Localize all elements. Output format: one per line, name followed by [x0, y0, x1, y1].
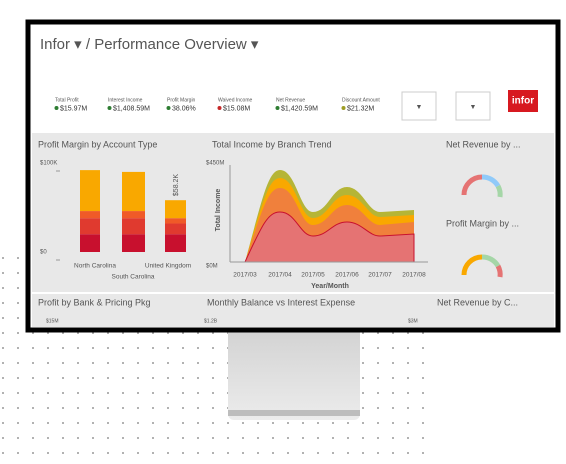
y-tick-label: $450M: [206, 161, 224, 167]
panel-title: Profit by Bank & Pricing Pkg: [38, 297, 151, 307]
y-tick-label: $15M: [46, 318, 59, 324]
kpi-indicator: [54, 106, 59, 110]
y-tick-label: $0M: [206, 264, 218, 270]
kpi-value: $21.32M: [347, 105, 374, 112]
kpi-label: Discount Amount: [342, 97, 380, 103]
bar-segment: [122, 218, 145, 235]
dropdown[interactable]: [455, 91, 491, 121]
panel-title: Monthly Balance vs Interest Expense: [207, 297, 355, 307]
x-tick-label: 2017/06: [335, 272, 359, 279]
kpi-label: Total Profit: [55, 97, 79, 103]
bar-segment: [122, 234, 145, 252]
x-tick-label: 2017/03: [233, 272, 257, 279]
screen-border: [25, 19, 561, 333]
panel-title: Net Revenue by ...: [446, 139, 521, 149]
dropdown[interactable]: [401, 91, 437, 121]
kpi-indicator: [217, 106, 222, 110]
area-chart: [229, 165, 428, 263]
kpi-label: Interest Income: [108, 97, 143, 103]
logo: infor: [512, 96, 534, 107]
bar-segment: [80, 218, 100, 235]
x-tick-label: 2017/05: [301, 272, 325, 279]
panel-title: Total Income by Branch Trend: [212, 139, 332, 149]
kpi-value: $15.08M: [223, 105, 250, 112]
kpi-indicator: [107, 106, 112, 110]
kpi-indicator: [275, 106, 280, 110]
dropdown-arrow: ▼: [416, 104, 423, 111]
kpi-indicator: [166, 106, 171, 110]
x-tick-label: North Carolina: [74, 263, 116, 270]
kpi-value: $1,420.59M: [281, 105, 318, 112]
bar-segment: [80, 234, 100, 252]
x-tick-label: South Carolina: [112, 274, 155, 281]
bar-segment: [122, 211, 145, 219]
y-tick-label: $3M: [408, 318, 418, 324]
panel-title: Profit Margin by ...: [446, 218, 519, 228]
bar-segment: [165, 234, 186, 252]
bar-segment: [122, 171, 145, 212]
x-tick-label: United Kingdom: [145, 263, 191, 270]
x-tick-label: 2017/08: [402, 272, 426, 279]
bar-segment: [80, 211, 100, 219]
y-tick-label: $0: [40, 250, 47, 256]
y-tick-label: $100K: [40, 161, 57, 167]
axis-title: Year/Month: [311, 283, 349, 290]
page-title[interactable]: Infor ▾ / Performance Overview ▾: [40, 36, 259, 53]
bar-segment: [165, 223, 186, 235]
kpi-value: $15.97M: [60, 105, 87, 112]
y-tick-label: $1.2B: [204, 318, 218, 324]
bar-segment: [165, 218, 186, 224]
x-tick-label: 2017/04: [268, 272, 292, 279]
panel-title: Net Revenue by C...: [437, 297, 518, 307]
logo-box: [508, 90, 538, 112]
value-label: $58.2K: [173, 174, 180, 197]
kpi-value: $1,408.59M: [113, 105, 150, 112]
monitor-stand: [228, 320, 360, 420]
stand-base: [228, 410, 360, 416]
bar-segment: [165, 200, 186, 219]
gauges: [461, 174, 503, 278]
axis-title: Total Income: [215, 189, 222, 232]
panel-title: Profit Margin by Account Type: [38, 139, 157, 149]
kpi-label: Waived Income: [218, 97, 252, 103]
kpi-label: Profit Margin: [167, 97, 196, 103]
kpi-indicator: [341, 106, 346, 110]
bar-segment: [80, 170, 100, 212]
dropdown-arrow: ▼: [470, 104, 477, 111]
x-tick-label: 2017/07: [368, 272, 392, 279]
kpi-value: 38.06%: [172, 105, 196, 112]
kpi-label: Net Revenue: [276, 97, 305, 103]
